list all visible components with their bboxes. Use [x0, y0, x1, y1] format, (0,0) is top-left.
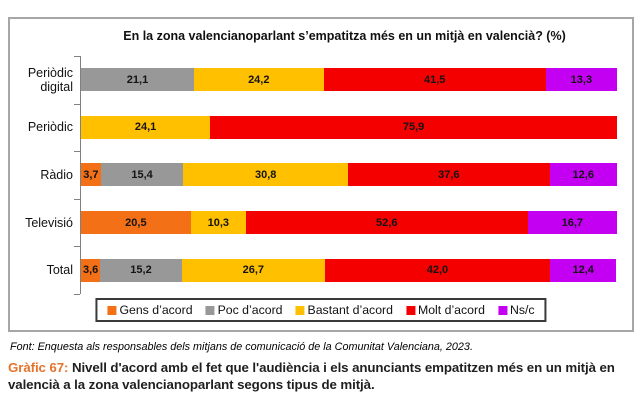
- legend-label: Bastant d’acord: [307, 303, 393, 317]
- legend: Gens d’acord Poc d’acord Bastant d’acord Mo…: [95, 298, 547, 322]
- bar-value-label: 15,2: [130, 264, 152, 277]
- bar-track: 21,1 24,2 41,5 13,3: [81, 68, 617, 92]
- legend-swatch-icon: [205, 305, 215, 315]
- bar-track: 3,7 15,4 30,8 37,6 12,6: [81, 163, 617, 187]
- bar-segment: 26,7: [181, 258, 325, 282]
- bar-value-label: 42,0: [426, 264, 449, 277]
- legend-item: Poc d’acord: [205, 303, 283, 317]
- chart-figure: En la zona valencianoparlant s’empatitza…: [8, 17, 634, 332]
- bar-value-label: 3,7: [83, 168, 99, 181]
- legend-label: Molt d’acord: [417, 303, 485, 317]
- bar-value-label: 12,4: [572, 264, 594, 277]
- bar-value-label: 26,7: [242, 264, 265, 277]
- figure-caption: Gràfic 67: Nivell d'acord amb el fet que…: [8, 359, 638, 394]
- bar-value-label: 13,3: [570, 73, 593, 86]
- category-label: Televisió: [25, 215, 73, 230]
- legend-item: Gens d’acord: [107, 303, 193, 317]
- category-label: Periòdic digital: [27, 65, 73, 94]
- bar-segment: 3,6: [81, 258, 101, 282]
- chart-row: Total 3,6 15,2 26,7 42,0 12,4: [10, 246, 618, 294]
- bar-segment: 13,3: [545, 68, 617, 92]
- legend-item: Bastant d’acord: [295, 303, 393, 317]
- legend-swatch-icon: [107, 305, 117, 315]
- y-axis: [80, 56, 81, 294]
- bar-value-label: 3,6: [82, 264, 99, 277]
- bar-value-label: 16,7: [561, 216, 583, 229]
- bar-value-label: 41,5: [423, 73, 446, 86]
- axis-tick: [74, 294, 80, 295]
- category-label: Total: [46, 263, 73, 278]
- chart-row: Ràdio 3,7 15,4 30,8 37,6 12,6: [10, 151, 618, 199]
- legend-swatch-icon: [497, 305, 507, 315]
- bar-track: 20,5 10,3 52,6 16,7: [81, 211, 617, 235]
- legend-label: Ns/c: [509, 303, 535, 317]
- bar-segment: 21,1: [81, 68, 194, 92]
- bar-segment: 12,6: [549, 163, 617, 187]
- bar-value-label: 10,3: [207, 216, 230, 229]
- figure-caption-label: Gràfic 67:: [8, 360, 69, 375]
- bar-segment: 42,0: [324, 258, 550, 282]
- legend-label: Poc d’acord: [217, 303, 283, 317]
- legend-swatch-icon: [405, 305, 415, 315]
- axis-tick: [74, 103, 80, 105]
- bar-value-label: 52,6: [376, 216, 398, 229]
- chart-rows: Periòdic digital 21,1 24,2 41,5 13,3 Periòdic…: [10, 56, 618, 294]
- bar-segment: 3,7: [81, 163, 101, 187]
- bar-segment: 24,2: [193, 68, 324, 92]
- bar-track: 3,6 15,2 26,7 42,0 12,4: [81, 258, 617, 282]
- bar-value-label: 21,1: [126, 73, 149, 86]
- bar-segment: 16,7: [527, 211, 617, 235]
- bar-segment: 24,1: [81, 115, 211, 139]
- source-note: Font: Enquesta als responsables dels mit…: [10, 341, 473, 353]
- category-label: Ràdio: [40, 167, 73, 182]
- bar-segment: 10,3: [190, 211, 246, 235]
- bar-value-label: 20,5: [125, 216, 147, 229]
- bar-segment: 15,4: [100, 163, 184, 187]
- axis-tick: [74, 151, 80, 153]
- bar-value-label: 30,8: [255, 168, 277, 181]
- chart-row: Periòdic digital 21,1 24,2 41,5 13,3: [10, 56, 618, 104]
- bar-value-label: 75,9: [402, 121, 425, 134]
- bar-segment: 37,6: [348, 163, 550, 187]
- legend-label: Gens d’acord: [119, 303, 193, 317]
- bar-segment: 41,5: [323, 68, 546, 92]
- bar-segment: 12,4: [549, 258, 617, 282]
- bar-value-label: 37,6: [438, 168, 460, 181]
- legend-item: Ns/c: [497, 303, 535, 317]
- bar-value-label: 24,1: [134, 121, 157, 134]
- legend-item: Molt d’acord: [405, 303, 485, 317]
- chart-row: Televisió 20,5 10,3 52,6 16,7: [10, 199, 618, 247]
- bar-value-label: 24,2: [248, 73, 270, 86]
- axis-tick: [74, 56, 80, 57]
- bar-segment: 75,9: [210, 115, 617, 139]
- bar-segment: 20,5: [81, 211, 191, 235]
- bar-segment: 15,2: [100, 258, 182, 282]
- figure-caption-text: Nivell d'acord amb el fet que l'audiènci…: [8, 360, 615, 393]
- bar-track: 24,1 75,9: [81, 115, 617, 139]
- bar-value-label: 12,6: [572, 168, 594, 181]
- category-label: Periòdic: [27, 120, 73, 135]
- bar-segment: 52,6: [245, 211, 528, 235]
- legend-swatch-icon: [295, 305, 305, 315]
- axis-tick: [74, 246, 80, 248]
- axis-tick: [74, 198, 80, 200]
- chart-title: En la zona valencianoparlant s’empatitza…: [123, 29, 566, 43]
- bar-segment: 30,8: [183, 163, 349, 187]
- chart-row: Periòdic 24,1 75,9: [10, 104, 618, 152]
- bar-value-label: 15,4: [131, 168, 153, 181]
